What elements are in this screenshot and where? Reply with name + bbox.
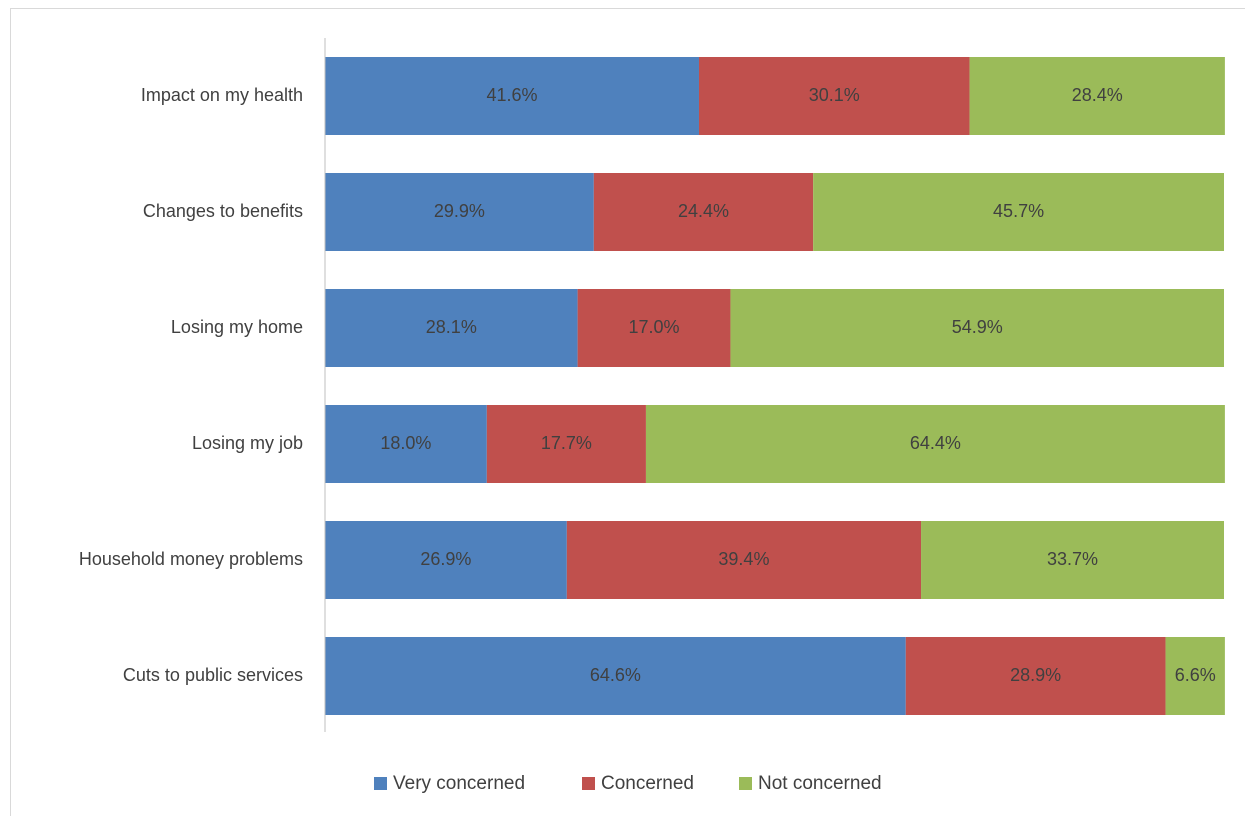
legend-swatch [582,777,595,790]
data-label: 30.1% [809,85,860,105]
data-label: 17.0% [629,317,680,337]
data-label: 41.6% [486,85,537,105]
data-label: 64.6% [590,665,641,685]
data-label: 33.7% [1047,549,1098,569]
bar-segment [813,173,1224,251]
category-label: Losing my home [171,317,303,337]
legend-label: Very concerned [393,773,525,794]
data-label: 6.6% [1175,665,1216,685]
bar-segment [577,289,731,367]
bar-segment [645,405,1225,483]
legend-label: Concerned [601,773,694,794]
bar-segment [730,289,1224,367]
data-label: 45.7% [993,201,1044,221]
category-label: Changes to benefits [143,201,303,221]
data-label: 54.9% [952,317,1003,337]
bar-segment [325,173,594,251]
bar-segment [969,57,1225,135]
category-label: Cuts to public services [123,665,303,685]
data-label: 28.9% [1010,665,1061,685]
data-label: 24.4% [678,201,729,221]
bar-segment [566,521,922,599]
data-label: 29.9% [434,201,485,221]
data-label: 26.9% [420,549,471,569]
category-label: Losing my job [192,433,303,453]
bar-segment [486,405,646,483]
legend: Very concerned Concerned Not concerned [374,773,882,794]
bar-segment [325,521,567,599]
category-label: Impact on my health [141,85,303,105]
bar-segment [325,405,487,483]
data-label: 28.4% [1072,85,1123,105]
bars-group: 41.6% 30.1% 28.4% 29.9% 24.4% 45.7% 28.1% 17.0%… [325,57,1225,715]
category-label: Household money problems [79,549,303,569]
data-label: 18.0% [380,433,431,453]
bar-segment [905,637,1166,715]
bar-segment [698,57,970,135]
data-label: 39.4% [718,549,769,569]
bar-segment [921,521,1224,599]
legend-label: Not concerned [758,773,882,794]
data-label: 64.4% [910,433,961,453]
bar-segment [325,57,699,135]
legend-swatch [739,777,752,790]
bar-segment [593,173,814,251]
data-label: 28.1% [426,317,477,337]
bar-segment [1165,637,1225,715]
category-labels: Impact on my health Changes to benefits Lo… [79,85,303,685]
bar-segment [325,637,906,715]
data-label: 17.7% [541,433,592,453]
bar-segment [325,289,578,367]
legend-swatch [374,777,387,790]
